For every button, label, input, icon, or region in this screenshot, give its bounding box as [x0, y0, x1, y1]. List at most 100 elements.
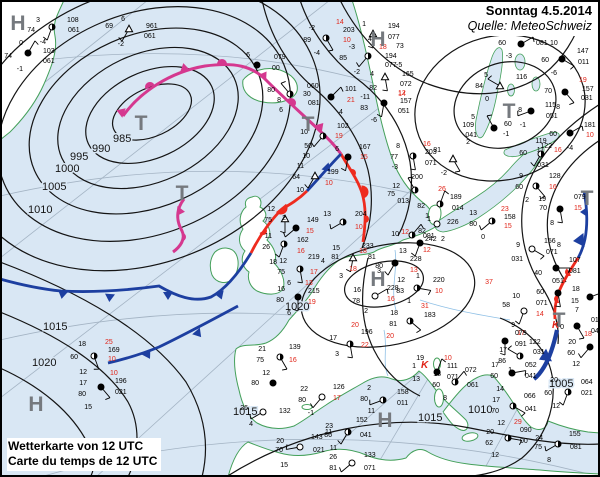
station-value: 80: [469, 221, 477, 228]
pressure-center-h: H: [28, 393, 43, 416]
station-plot: 17 196 22 3: [329, 329, 373, 359]
station-value: 181: [584, 122, 596, 129]
station-value: 75: [256, 357, 264, 364]
station-value: 233: [362, 243, 374, 250]
station-value: 26: [240, 405, 248, 412]
station-value: 17: [492, 397, 500, 404]
station-value: 021: [115, 389, 127, 396]
cold-front-east: [576, 190, 589, 259]
cold-front-main-symbols: [58, 290, 224, 302]
wind-barb-tick: [285, 444, 288, 450]
wind-barb-tick: [386, 288, 389, 294]
station-symbol-circle: [490, 124, 498, 132]
wind-barb-tick: [280, 81, 286, 84]
wind-barb-tick: [559, 401, 564, 406]
station-value: 162: [297, 237, 309, 244]
station-plot: 115 8 051 -1: [517, 102, 558, 129]
station-value: 119: [535, 138, 546, 145]
station-value: 194: [388, 23, 400, 30]
station-value: 11: [265, 233, 272, 240]
wind-barb-tick: [105, 397, 111, 400]
station-value: 11: [330, 445, 337, 452]
wind-barb-tick: [507, 345, 512, 350]
station-value: 60: [498, 40, 506, 47]
wind-barb-tick: [567, 267, 571, 273]
thunderstorm-icon: K: [421, 360, 429, 371]
station-value: 82: [369, 85, 377, 92]
station-value: 13: [399, 248, 407, 255]
station-value: 19: [308, 299, 316, 306]
station-value: 0: [481, 234, 485, 241]
station-value: 226: [447, 219, 459, 226]
station-value: 22: [361, 342, 369, 349]
station-value: -5: [396, 62, 402, 69]
station-value: 80: [375, 263, 383, 270]
station-value: 30: [303, 91, 311, 98]
station-value: 15: [280, 462, 288, 469]
station-value: 12: [401, 229, 409, 236]
station-value: 23: [501, 206, 509, 213]
wind-barb-tick: [282, 368, 288, 371]
station-symbol-half: [520, 353, 523, 359]
isobar-label: 985: [113, 133, 131, 145]
station-symbol-circle: [520, 307, 528, 315]
station-value: 158: [397, 389, 409, 396]
station-value: 10: [550, 40, 558, 47]
station-value: 16: [387, 296, 395, 303]
station-value: 15: [84, 404, 92, 411]
station-plot: 2 149 15: [282, 215, 319, 238]
station-value: 10: [444, 355, 452, 362]
station-value: 5: [471, 114, 475, 121]
station-value: 23: [325, 423, 333, 430]
station-value: 17: [499, 347, 507, 354]
station-value: 60: [70, 354, 78, 361]
station-value: 2: [441, 236, 445, 243]
station-value: 041: [525, 373, 537, 380]
station-plot: 11 162 26 16 18: [262, 233, 309, 266]
station-value: 4: [339, 109, 343, 116]
date-label: Sonntag 4.5.2014: [485, 3, 592, 18]
station-value: 81: [433, 147, 441, 154]
station-value: 6: [121, 16, 125, 23]
station-value: 13: [412, 376, 420, 383]
station-value: 143: [311, 434, 323, 441]
thunderstorm-icon: K: [552, 320, 560, 331]
station-value: 2: [525, 197, 529, 204]
station-symbol-triangle: [448, 154, 458, 163]
isobar-label: 1010: [28, 204, 52, 216]
station-value: 14: [398, 91, 406, 98]
station-plot: 1 226: [425, 213, 459, 228]
station-value: 200: [411, 174, 423, 181]
station-value: 60: [567, 350, 575, 357]
station-value: 18: [379, 44, 387, 51]
station-value: 077: [388, 34, 400, 41]
station-value: 013: [397, 198, 409, 205]
station-symbol-half: [300, 266, 303, 272]
station-value: 011: [578, 59, 589, 66]
station-symbol-circle: [296, 443, 304, 451]
station-symbol-circle: [573, 322, 581, 330]
station-symbol-half: [558, 441, 561, 447]
station-value: 1: [407, 298, 411, 305]
station-symbol-half: [348, 429, 351, 435]
station-symbol-circle: [552, 264, 560, 272]
station-plot: 018 041 70: [556, 317, 600, 340]
wind-barb-tick: [444, 190, 449, 195]
station-value: 00: [272, 65, 280, 72]
station-symbol-half: [343, 219, 346, 225]
station-value: 80: [298, 397, 306, 404]
station-value: 6: [279, 107, 283, 114]
station-value: 64: [292, 174, 300, 181]
station-value: 11: [325, 429, 332, 436]
station-value: 5: [484, 72, 488, 79]
station-plot: 10 102 19 50 10: [300, 123, 349, 160]
station-value: 12: [398, 90, 406, 97]
station-value: 215: [308, 288, 320, 295]
station-value: 18: [349, 266, 357, 273]
station-value: 10: [512, 293, 520, 300]
station-value: 20: [486, 429, 494, 436]
station-value: 19: [579, 77, 587, 84]
